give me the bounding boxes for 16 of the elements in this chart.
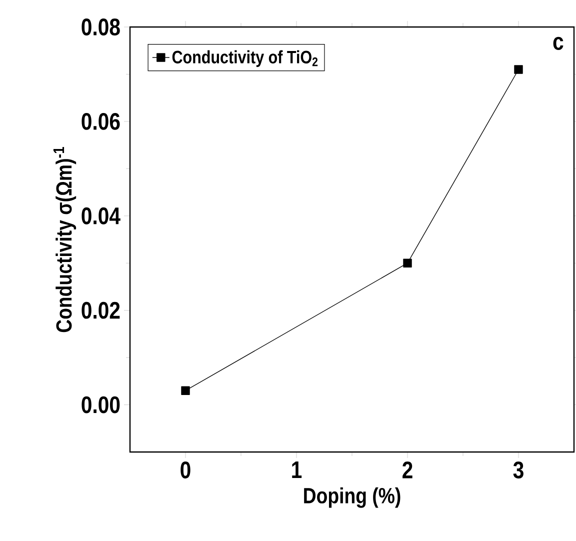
x-tick-label: 1 xyxy=(292,462,302,478)
x-tick-label: 2 xyxy=(402,462,412,478)
point xyxy=(514,65,523,74)
legend-label: Conductivity of TiO$_{2}$ xyxy=(172,50,318,68)
y-tick-label: 0.02 xyxy=(82,302,120,319)
y-tick-label: 0.00 xyxy=(82,396,120,414)
point xyxy=(181,386,190,395)
y-axis-title: Conductivity σ(Ωm)$^{-1}$ xyxy=(53,146,76,332)
x-tick-label: 0 xyxy=(180,462,190,478)
point xyxy=(403,258,412,268)
annotation: c xyxy=(553,36,564,50)
y-tick-label: 0.04 xyxy=(82,207,120,224)
x-tick-label: 3 xyxy=(513,462,524,478)
x-axis-title: Doping (%) xyxy=(304,487,400,508)
y-tick-label: 0.08 xyxy=(82,18,120,36)
y-tick-label: 0.06 xyxy=(82,112,120,130)
